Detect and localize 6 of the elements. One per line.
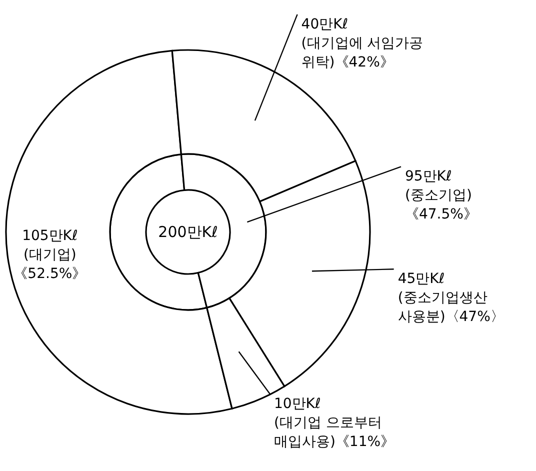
data-label: 105만Kℓ (대기업) 《52.5%》: [14, 228, 86, 282]
data-label: 45만Kℓ (중소기업생산 사용분)〈47%〉: [398, 271, 504, 326]
text: 200만Kℓ: [158, 223, 218, 241]
data-label: 40만Kℓ (대기업에 서임가공 위탁)《42%》: [301, 16, 424, 70]
data-label: 10만Kℓ (대기업 으로부터 매입사용)《11%》: [274, 396, 395, 450]
data-label: 95만Kℓ (중소기업) 《47.5%》: [404, 168, 478, 223]
